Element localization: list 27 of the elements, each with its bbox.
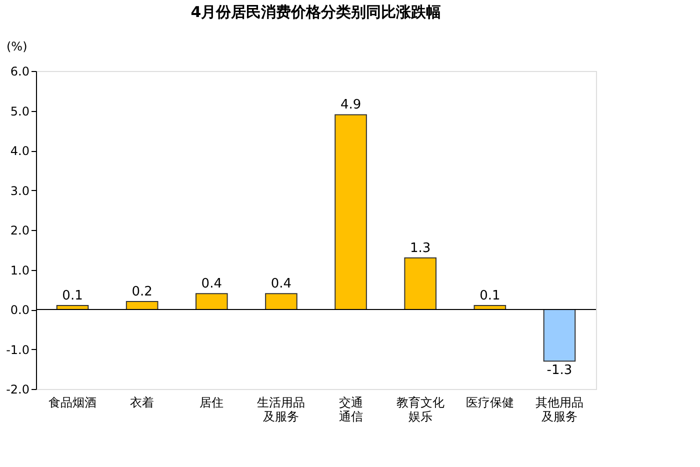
data-label: 4.9 <box>340 98 362 113</box>
y-tick-label: 0.0 <box>10 303 30 317</box>
y-tick-label: 4.0 <box>10 144 30 158</box>
x-tick-label: 居住 <box>200 396 224 410</box>
data-label: 0.1 <box>480 288 500 304</box>
y-axis-title: (%) <box>6 40 28 54</box>
y-tick-label: 1.0 <box>10 263 30 278</box>
y-tick-label: -1.0 <box>6 342 30 357</box>
x-tick-label: 食品烟酒 <box>48 396 97 410</box>
data-label: 0.1 <box>62 288 83 304</box>
data-label: 1.3 <box>410 240 431 256</box>
y-tick-label: 3.0 <box>10 184 30 198</box>
data-label: 0.4 <box>201 276 222 292</box>
data-label: -1.3 <box>546 363 572 378</box>
x-tick-label: 教育文化娱乐 <box>396 396 444 424</box>
x-tick-label: 交通通信 <box>338 396 363 424</box>
y-tick-label: 5.0 <box>10 104 30 118</box>
y-tick-label: 6.0 <box>10 64 30 78</box>
y-tick-label: -2.0 <box>6 382 30 396</box>
x-tick-label: 医疗保健 <box>466 396 514 410</box>
chart-title: 4月份居民消费价格分类别同比涨跌幅 <box>190 3 442 21</box>
data-label: 0.2 <box>132 284 152 300</box>
data-label: 0.4 <box>270 276 292 292</box>
y-tick-label: 2.0 <box>10 224 30 238</box>
x-tick-label: 其他用品及服务 <box>535 396 584 424</box>
x-tick-label: 衣着 <box>130 396 154 410</box>
x-tick-label: 生活用品及服务 <box>257 396 306 424</box>
